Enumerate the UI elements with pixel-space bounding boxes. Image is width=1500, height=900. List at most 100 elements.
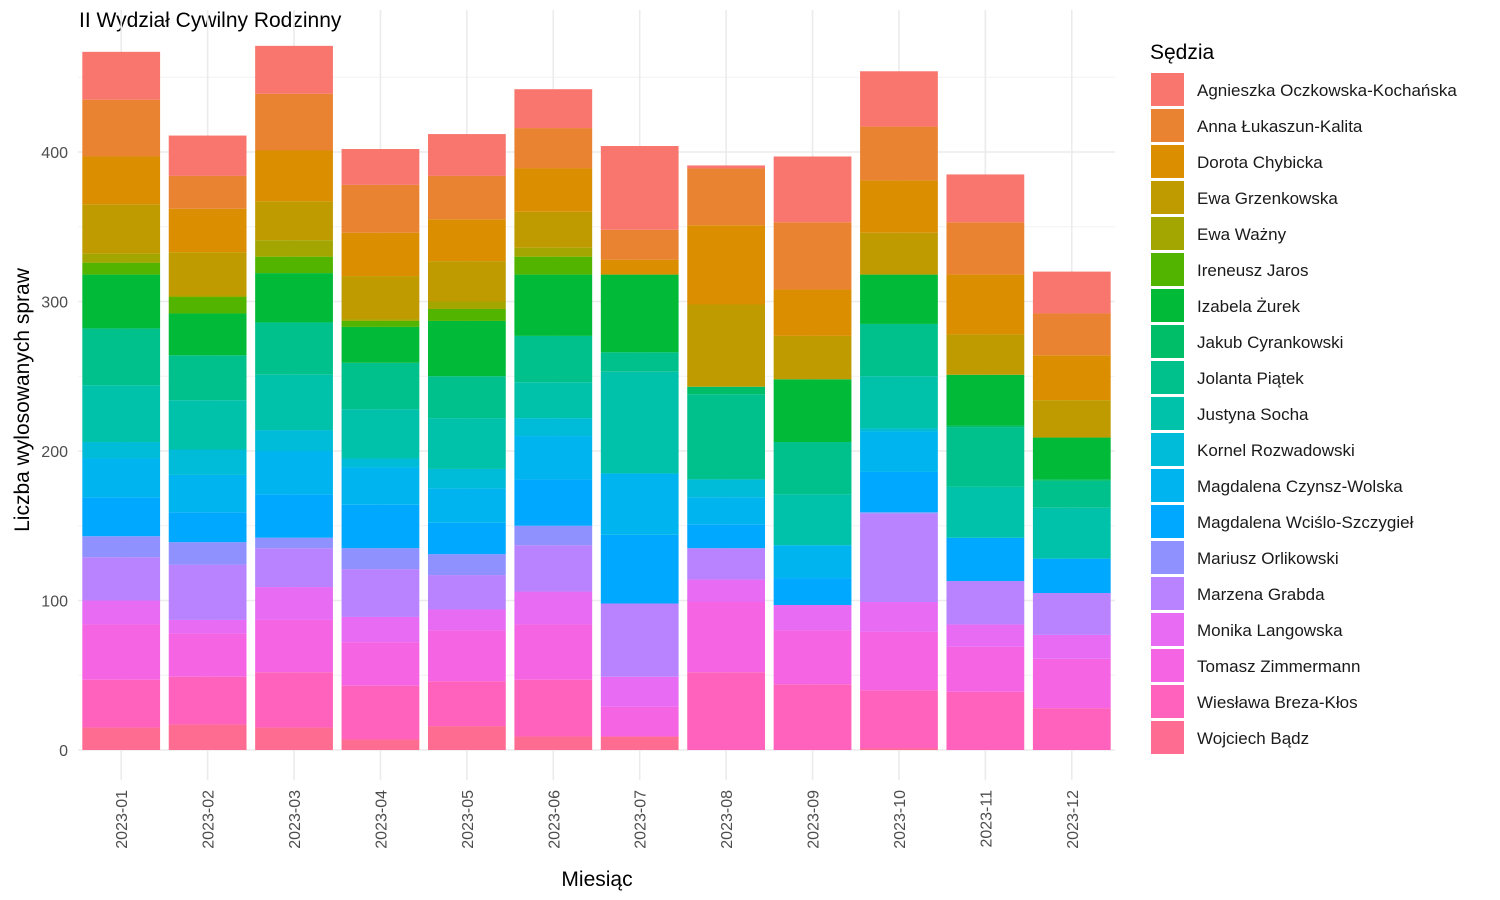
bar-segment	[82, 51, 161, 100]
x-tick-label: 2023-02	[201, 790, 218, 849]
bar-segment	[255, 430, 333, 451]
bar-segment	[427, 301, 506, 309]
legend-key	[1151, 217, 1184, 250]
legend-label: Marzena Grabda	[1197, 585, 1325, 604]
bar-segment	[860, 513, 938, 602]
bar-segment	[946, 274, 1025, 335]
bar-segment	[341, 467, 420, 505]
x-tick-label: 2023-04	[373, 790, 390, 849]
bar-segment	[514, 679, 593, 737]
bar-segment	[341, 362, 420, 410]
bars	[82, 45, 1111, 750]
bar-segment	[600, 473, 679, 535]
bar-segment	[514, 418, 593, 437]
bar-segment	[341, 232, 420, 277]
bar-segment	[600, 676, 679, 707]
legend-key	[1151, 73, 1184, 106]
bar-segment	[427, 175, 506, 220]
bar-segment	[341, 504, 420, 549]
bar-segment	[773, 604, 852, 631]
bar-segment	[600, 259, 679, 275]
bar-segment	[946, 222, 1025, 275]
bar-segment	[946, 486, 1025, 538]
bar-segment	[514, 591, 593, 625]
bar-segment	[341, 319, 420, 321]
legend-key	[1151, 469, 1184, 502]
bar-segment	[687, 497, 766, 525]
bar-segment	[1032, 708, 1111, 750]
bar-segment	[427, 609, 506, 631]
bar-segment	[773, 578, 852, 605]
bar-segment	[427, 726, 506, 750]
legend-key	[1151, 181, 1184, 214]
bar-segment	[514, 89, 593, 129]
bar-segment	[600, 274, 679, 353]
legend-label: Izabela Żurek	[1197, 297, 1300, 316]
y-tick-label: 400	[41, 145, 68, 162]
bar-segment	[341, 739, 420, 750]
bar-segment	[82, 253, 161, 263]
bar-segment	[1032, 271, 1111, 314]
bar-segment	[255, 240, 333, 257]
bar-segment	[168, 400, 247, 450]
bar-segment	[600, 371, 679, 474]
bar-segment	[687, 524, 766, 549]
bar-segment	[168, 135, 247, 176]
bar-segment	[255, 727, 333, 750]
x-tick-label: 2023-11	[978, 790, 995, 848]
bar-segment	[168, 564, 247, 620]
bar-segment	[773, 684, 852, 750]
bar-segment	[168, 208, 247, 253]
bar-segment	[860, 376, 938, 429]
bar-segment	[82, 536, 161, 558]
legend-key	[1151, 649, 1184, 682]
bar-segment	[687, 579, 766, 602]
legend-label: Ireneusz Jaros	[1197, 261, 1309, 280]
bar-segment	[687, 479, 766, 498]
legend-title: Sędzia	[1150, 41, 1215, 64]
bar-segment	[860, 471, 938, 513]
bar-segment	[82, 600, 161, 625]
x-tick-label: 2023-06	[546, 790, 563, 849]
bar-segment	[773, 442, 852, 495]
bar-segment	[946, 374, 1025, 426]
bar-segment	[427, 418, 506, 469]
bar-segment	[946, 427, 1025, 487]
bar-segment	[514, 545, 593, 592]
x-tick-label: 2023-07	[633, 790, 650, 849]
bar-segment	[773, 222, 852, 290]
bar-segment	[946, 537, 1025, 582]
y-tick-label: 0	[59, 743, 68, 760]
bar-segment	[82, 204, 161, 254]
legend-label: Kornel Rozwadowski	[1197, 441, 1355, 460]
legend-label: Anna Łukaszun-Kalita	[1197, 117, 1363, 136]
bar-segment	[600, 352, 679, 372]
bar-segment	[255, 672, 333, 728]
bar-segment	[687, 672, 766, 750]
bar-segment	[82, 99, 161, 157]
bar-segment	[860, 274, 938, 324]
bar-segment	[341, 685, 420, 740]
bar-segment	[255, 537, 333, 549]
x-tick-label: 2023-12	[1065, 790, 1082, 849]
legend-label: Ewa Ważny	[1197, 225, 1287, 244]
bar-segment	[1032, 479, 1111, 481]
legend-label: Magdalena Czynsz-Wolska	[1197, 477, 1403, 496]
bar-segment	[860, 323, 938, 377]
x-tick-label: 2023-10	[892, 790, 909, 849]
bar-segment	[427, 522, 506, 555]
bar-segment	[1032, 507, 1111, 559]
legend-label: Ewa Grzenkowska	[1197, 189, 1338, 208]
bar-segment	[687, 168, 766, 226]
legend-key	[1151, 433, 1184, 466]
bar-segment	[514, 382, 593, 419]
bar-segment	[341, 320, 420, 327]
bar-segment	[860, 180, 938, 233]
bar-segment	[82, 727, 161, 750]
bar-segment	[946, 425, 1025, 428]
legend-key	[1151, 505, 1184, 538]
bar-segment	[82, 458, 161, 498]
bar-segment	[255, 256, 333, 274]
bar-segment	[514, 168, 593, 212]
